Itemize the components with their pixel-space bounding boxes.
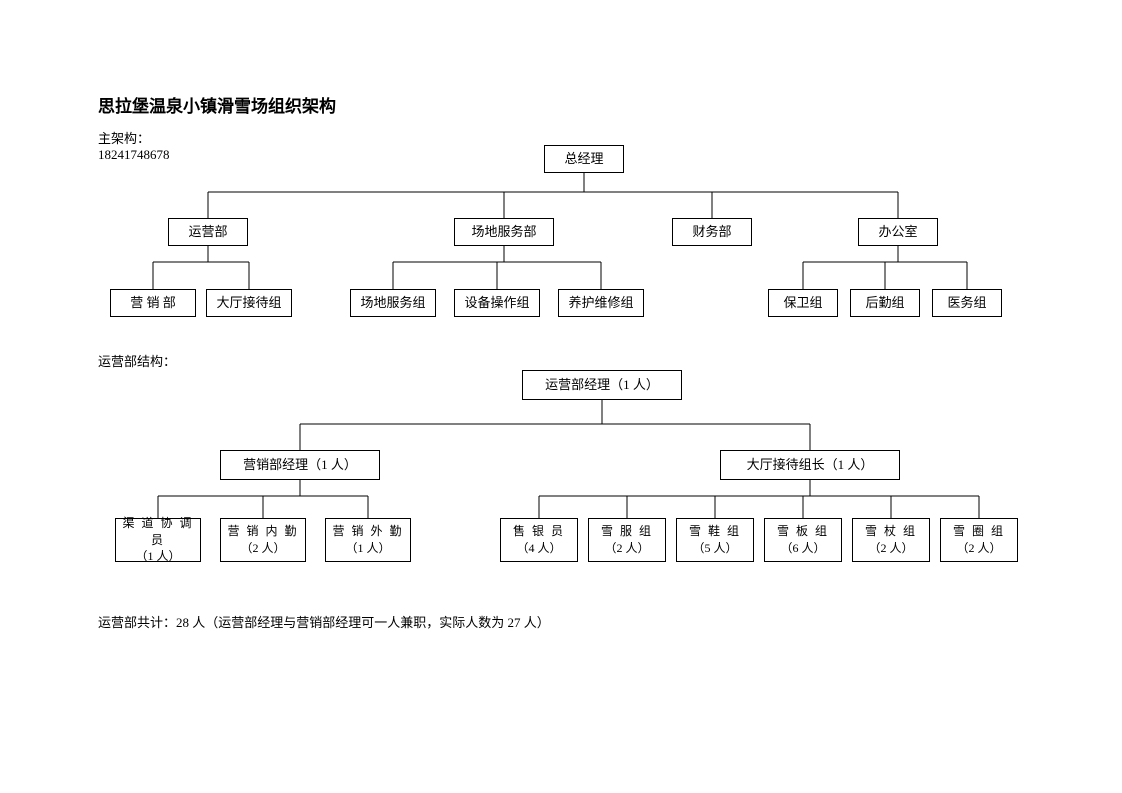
- org-team: 后勤组: [850, 289, 920, 317]
- ops-role-count: （1 人）: [135, 548, 180, 565]
- ops-role-name: 营 销 外 勤: [332, 523, 403, 540]
- ops-role-name: 售 银 员: [513, 523, 565, 540]
- org-team: 营 销 部: [110, 289, 196, 317]
- org-team: 养护维修组: [558, 289, 644, 317]
- page-title: 思拉堡温泉小镇滑雪场组织架构: [98, 92, 336, 117]
- org-team: 设备操作组: [454, 289, 540, 317]
- ops-role: 营 销 外 勤（1 人）: [325, 518, 411, 562]
- ops-role: 雪 鞋 组（5 人）: [676, 518, 754, 562]
- org-dept: 运营部: [168, 218, 248, 246]
- subtitle-main: 主架构：: [98, 128, 150, 147]
- org-dept: 办公室: [858, 218, 938, 246]
- ops-role-name: 雪 板 组: [777, 523, 829, 540]
- ops-role-count: （5 人）: [692, 540, 737, 557]
- ops-role: 售 银 员（4 人）: [500, 518, 578, 562]
- ops-role: 营 销 内 勤（2 人）: [220, 518, 306, 562]
- org-team: 医务组: [932, 289, 1002, 317]
- subtitle-ops: 运营部结构：: [98, 351, 176, 370]
- ops-role: 雪 板 组（6 人）: [764, 518, 842, 562]
- ops-role-count: （2 人）: [868, 540, 913, 557]
- org-root: 总经理: [544, 145, 624, 173]
- ops-role-count: （6 人）: [780, 540, 825, 557]
- ops-role-name: 营 销 内 勤: [227, 523, 298, 540]
- ops-manager: 营销部经理（1 人）: [220, 450, 380, 480]
- ops-role-count: （4 人）: [516, 540, 561, 557]
- ops-role: 雪 杖 组（2 人）: [852, 518, 930, 562]
- org-dept: 场地服务部: [454, 218, 554, 246]
- ops-manager: 大厅接待组长（1 人）: [720, 450, 900, 480]
- org-team: 场地服务组: [350, 289, 436, 317]
- ops-role-name: 雪 服 组: [601, 523, 653, 540]
- ops-role-count: （2 人）: [956, 540, 1001, 557]
- org-team: 大厅接待组: [206, 289, 292, 317]
- ops-role-name: 雪 圈 组: [953, 523, 1005, 540]
- org-dept: 财务部: [672, 218, 752, 246]
- org-team: 保卫组: [768, 289, 838, 317]
- ops-role-count: （2 人）: [240, 540, 285, 557]
- ops-role-count: （1 人）: [345, 540, 390, 557]
- ops-role-count: （2 人）: [604, 540, 649, 557]
- ops-role-name: 渠 道 协 调 员: [120, 515, 196, 549]
- phone-number: 18241748678: [98, 147, 170, 163]
- ops-role-name: 雪 杖 组: [865, 523, 917, 540]
- ops-role: 渠 道 协 调 员（1 人）: [115, 518, 201, 562]
- ops-role: 雪 圈 组（2 人）: [940, 518, 1018, 562]
- ops-role-name: 雪 鞋 组: [689, 523, 741, 540]
- summary-note: 运营部共计：28 人（运营部经理与营销部经理可一人兼职，实际人数为 27 人）: [98, 612, 550, 631]
- ops-root: 运营部经理（1 人）: [522, 370, 682, 400]
- ops-role: 雪 服 组（2 人）: [588, 518, 666, 562]
